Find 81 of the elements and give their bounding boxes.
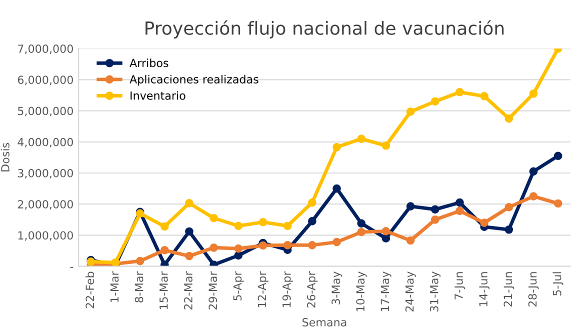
y-tick-label: 6,000,000: [18, 76, 73, 86]
point: [136, 256, 144, 266]
point: [160, 222, 169, 231]
x-tick-label: 19-Apr: [282, 271, 293, 308]
x-tick-label: 17-May: [380, 272, 392, 312]
y-axis-title: Dosis: [0, 142, 10, 172]
point: [357, 134, 366, 143]
point: [185, 227, 194, 236]
point: [357, 228, 366, 236]
x-tick-label: 10-May: [356, 272, 367, 312]
point: [406, 236, 415, 245]
x-tick-label: 5-Jul: [552, 272, 564, 296]
y-tick-label: 1,000,000: [18, 231, 73, 241]
y-tick-label: 2,000,000: [18, 200, 73, 210]
x-tick-label: 22-Feb: [85, 272, 94, 308]
point: [357, 219, 366, 228]
x-tick-label: 29-Mar: [208, 271, 218, 310]
y-tick-label: -: [70, 267, 74, 268]
point: [234, 222, 243, 230]
point: [283, 222, 292, 230]
point: [382, 141, 390, 150]
point: [308, 198, 316, 207]
point: [504, 114, 514, 123]
point: [456, 88, 464, 96]
point: [160, 246, 169, 254]
x-tick-label: 8-Mar: [134, 271, 144, 302]
x-tick-label: 3-May: [332, 272, 342, 304]
x-tick-label: 14-Jun: [479, 272, 490, 306]
point: [480, 218, 488, 227]
point: [185, 252, 194, 260]
point: [382, 227, 390, 236]
point: [234, 244, 243, 253]
point: [210, 260, 218, 266]
point: [480, 92, 488, 100]
point: [529, 167, 538, 176]
point: [210, 243, 218, 252]
point: [185, 199, 194, 208]
x-axis-title: Semana: [302, 318, 346, 326]
y-tick-label: 3,000,000: [18, 168, 73, 179]
y-tick-label: 4,000,000: [18, 138, 73, 148]
point: [430, 205, 440, 214]
point: [234, 251, 243, 260]
point: [382, 234, 390, 242]
point: [456, 198, 464, 207]
legend-label: Aplicaciones realizadas: [130, 74, 258, 86]
x-tick-label: 15-Mar: [160, 271, 168, 310]
x-tick-label: 22-Mar: [184, 271, 192, 310]
point: [554, 199, 562, 208]
point: [258, 218, 268, 226]
point: [406, 202, 415, 210]
point: [529, 90, 538, 98]
x-tick-label: 12-Apr: [258, 271, 268, 308]
point: [529, 192, 538, 200]
legend-label: Inventario: [130, 91, 186, 100]
point: [456, 206, 464, 216]
point: [504, 203, 514, 212]
x-tick-label: 21-Jun: [504, 272, 514, 307]
x-tick-label: 7-Jun: [454, 272, 465, 300]
point: [430, 97, 440, 106]
point: [554, 152, 562, 160]
chart-title: Proyección flujo nacional de vacunación: [146, 20, 504, 38]
point: [210, 214, 218, 222]
point: [258, 241, 268, 250]
x-tick-label: 5-Apr: [233, 271, 244, 300]
y-tick-label: 7,000,000: [18, 44, 73, 54]
point: [406, 108, 415, 116]
x-tick-label: 26-Apr: [306, 271, 318, 308]
point: [283, 241, 292, 250]
point: [308, 217, 316, 226]
point: [332, 184, 341, 193]
x-tick-label: 28-Jun: [528, 272, 539, 307]
point: [332, 143, 341, 152]
point: [332, 238, 341, 246]
point: [504, 225, 514, 234]
point: [430, 215, 440, 224]
point: [308, 241, 316, 250]
x-tick-label: 1-Mar: [110, 271, 119, 302]
x-tick-label: 24-May: [405, 272, 416, 312]
y-tick-label: 5,000,000: [18, 106, 73, 116]
legend-label: Arribos: [130, 58, 168, 68]
x-tick-label: 31-May: [430, 272, 440, 312]
